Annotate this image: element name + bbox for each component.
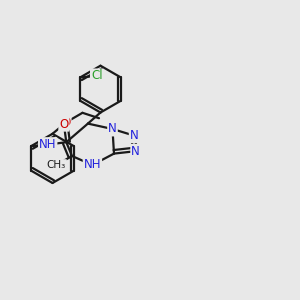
Text: N: N (130, 129, 139, 142)
Text: O: O (59, 118, 68, 131)
Text: N: N (108, 122, 117, 136)
Text: O: O (61, 116, 70, 129)
Text: NH: NH (39, 138, 56, 151)
Text: N: N (131, 145, 140, 158)
Text: Cl: Cl (91, 69, 103, 82)
Text: NH: NH (84, 158, 101, 172)
Text: CH₃: CH₃ (47, 160, 66, 170)
